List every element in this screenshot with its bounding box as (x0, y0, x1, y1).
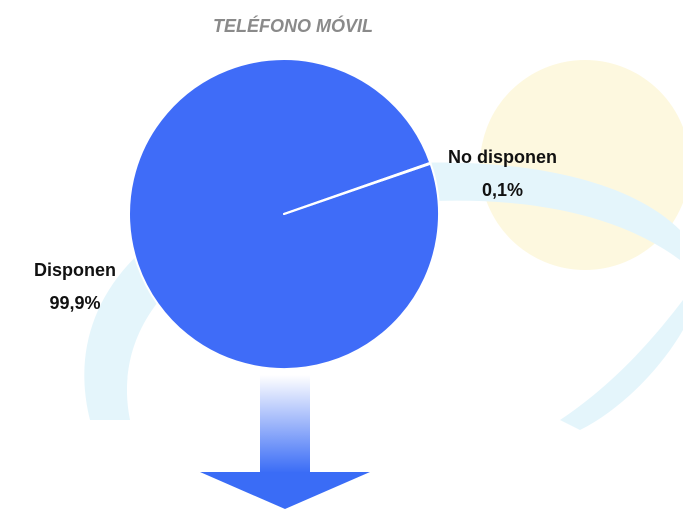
pie (128, 58, 441, 370)
value-label: 0,1% (481, 180, 524, 200)
slice-label: Disponen 99,9% (15, 254, 135, 320)
category-label: Disponen (33, 260, 116, 280)
value-label: 99,9% (49, 293, 101, 313)
arrow (200, 375, 370, 509)
chart-title: TELÉFONO MÓVIL (213, 16, 373, 36)
pie-slice (283, 161, 432, 215)
slice-label: No disponen 0,1% (445, 141, 560, 207)
category-label: No disponen (448, 147, 557, 167)
